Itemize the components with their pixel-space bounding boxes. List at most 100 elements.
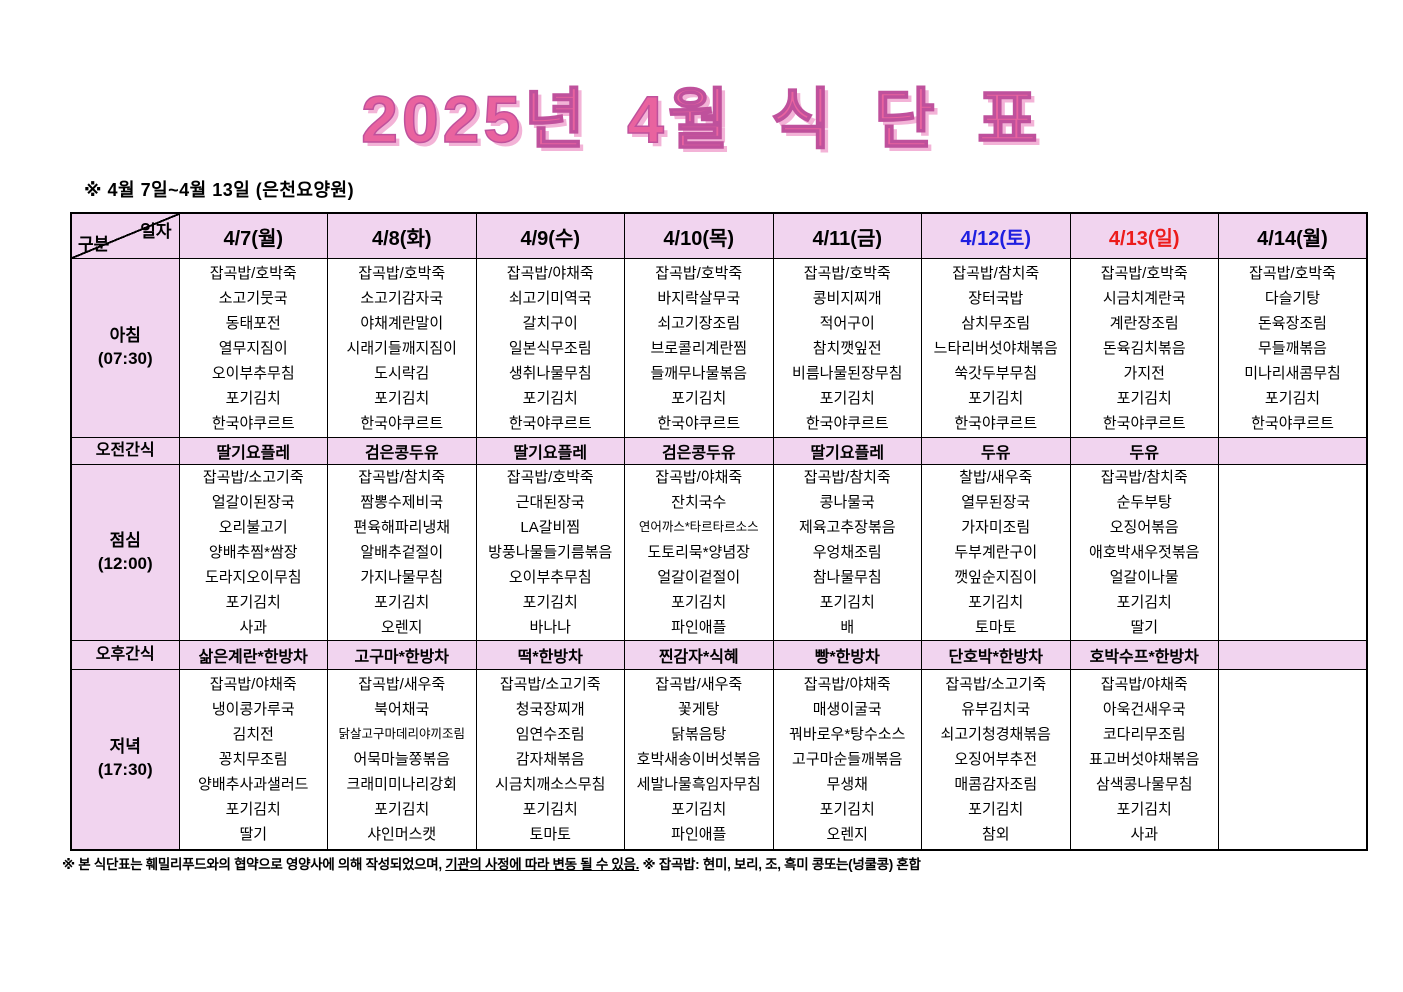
menu-item: 잡곡밥/새우죽	[358, 675, 446, 693]
menu-item: 잡곡밥/참치죽	[803, 469, 891, 486]
meal-cell-dinner-day6: 잡곡밥/소고기죽 유부김치국 쇠고기청경채볶음 오징어부추전 매콤감자조림 포기김치 참외	[921, 669, 1071, 850]
menu-item: 포기김치	[225, 800, 281, 818]
meal-cell-lunch-day4: 잡곡밥/야채죽 잔치국수 연어까스*타르타르소스 도토리묵*양념장 얼갈이겉절이 포기김치…	[624, 464, 774, 641]
meal-cell-lunch-day7: 잡곡밥/참치죽 순두부탕 오징어볶음 애호박새우젓볶음 얼갈이나물 포기김치 딸기	[1069, 464, 1219, 641]
menu-item: 참나물무침	[812, 569, 882, 586]
meal-cell-breakfast-day1: 잡곡밥/호박죽 소고기뭇국 동태포전 열무지짐이 오이부추무침 포기김치 한국야쿠르트	[178, 258, 328, 438]
meal-cell-dinner-day8	[1218, 669, 1368, 850]
menu-item: 청국장찌개	[515, 700, 585, 718]
row-label-lunch: 점심 (12:00)	[70, 464, 180, 641]
menu-item: 콩비지찌개	[812, 289, 882, 307]
meal-cell-lunch-day6: 찰밥/새우죽 열무된장국 가자미조림 두부계란구이 깻잎순지짐이 포기김치 토마토	[921, 464, 1071, 641]
footer-text-2: ※ 잡곡밥: 현미, 보리, 조, 흑미 콩또는(넝쿨콩) 혼합	[639, 857, 921, 872]
menu-item: 닭볶음탕	[671, 725, 727, 743]
menu-item: 갈치구이	[522, 314, 578, 332]
menu-item: 참외	[981, 825, 1010, 843]
menu-item: 시래기들깨지짐이	[346, 339, 457, 357]
menu-item: 포기김치	[968, 594, 1024, 611]
meal-cell-breakfast-day3: 잡곡밥/야채죽 쇠고기미역국 갈치구이 일본식무조림 생취나물무침 포기김치 한국야쿠르트	[475, 258, 625, 438]
menu-item: 한국야쿠르트	[1251, 414, 1334, 432]
menu-item: 잡곡밥/야채죽	[1100, 675, 1188, 693]
menu-item: 포기김치	[819, 594, 875, 611]
footer-text-underlined: 기관의 사정에 따라 변동 될 수 있음.	[445, 857, 640, 872]
menu-item: 잡곡밥/새우죽	[655, 675, 743, 693]
menu-item: 매콤감자조림	[954, 775, 1038, 793]
menu-item: 느타리버섯야채볶음	[933, 339, 1058, 357]
menu-item: 포기김치	[225, 594, 281, 611]
menu-item: 토마토	[975, 619, 1017, 636]
menu-item: 두부계란구이	[954, 544, 1038, 561]
menu-item: 잡곡밥/야채죽	[209, 675, 297, 693]
menu-item: 동태포전	[225, 314, 281, 332]
meal-cell-lunch-day8	[1218, 464, 1368, 641]
menu-item: 딸기	[239, 825, 268, 843]
meal-cell-breakfast-day2: 잡곡밥/호박죽 소고기감자국 야채계란말이 시래기들깨지짐이 도시락김 포기김치 한국야쿠르…	[327, 258, 477, 438]
menu-item: 포기김치	[374, 389, 430, 407]
day-header-8: 4/14(월)	[1218, 212, 1368, 259]
menu-item: 시금치깨소스무침	[495, 775, 606, 793]
menu-item: 한국야쿠르트	[1102, 414, 1186, 432]
meal-cell-lunch-day1: 잡곡밥/소고기죽 얼갈이된장국 오리불고기 양배추찜*쌈장 도라지오이무침 포기김치 사과	[178, 464, 328, 641]
meal-cell-breakfast-day4: 잡곡밥/호박죽 바지락살무국 쇠고기장조림 브로콜리계란찜 들깨무나물볶음 포기김치 한국야…	[624, 258, 774, 438]
menu-item: 애호박새우젓볶음	[1089, 544, 1200, 561]
date-range-subtitle: ※ 4월 7일~4월 13일 (은천요양원)	[84, 180, 355, 200]
menu-item: 세발나물흑임자무침	[636, 775, 761, 793]
menu-item: 잡곡밥/호박죽	[209, 264, 297, 282]
menu-item: 잡곡밥/참치죽	[952, 264, 1040, 282]
menu-item: 크래미미나리강회	[346, 775, 457, 793]
snack-cell-snack-pm-day1: 삶은계란*한방차	[178, 640, 328, 670]
meal-cell-dinner-day5: 잡곡밥/야채죽 매생이굴국 꿔바로우*탕수소스 고구마순들깨볶음 무생채 포기김치 오렌지	[772, 669, 922, 850]
menu-item: 양배추사과샐러드	[198, 775, 309, 793]
row-snack-am: 오전간식 딸기요플레 검은콩두유 딸기요플레 검은콩두유 딸기요플레 두유 두유	[70, 437, 1368, 465]
row-label-dinner: 저녁 (17:30)	[70, 669, 180, 850]
snack-cell-snack-pm-day7: 호박수프*한방차	[1069, 640, 1219, 670]
menu-item: 토마토	[529, 825, 571, 843]
meal-cell-breakfast-day6: 잡곡밥/참치죽 장터국밥 삼치무조림 느타리버섯야채볶음 쑥갓두부무침 포기김치 한국야쿠르…	[921, 258, 1071, 438]
menu-item: 쇠고기청경채볶음	[940, 725, 1051, 743]
menu-item: 미나리새콤무침	[1244, 364, 1341, 382]
menu-item: 한국야쿠르트	[360, 414, 444, 432]
menu-item: 바나나	[529, 619, 571, 636]
row-label-breakfast: 아침 (07:30)	[70, 258, 180, 438]
menu-item: 사과	[239, 619, 268, 636]
meal-cell-lunch-day2: 잡곡밥/참치죽 짬뽕수제비국 편육해파리냉채 알배추겉절이 가지나물무침 포기김치 오렌지	[327, 464, 477, 641]
menu-item: 포기김치	[522, 389, 578, 407]
menu-item: 고구마순들깨볶음	[792, 750, 903, 768]
menu-item: 짬뽕수제비국	[360, 494, 444, 511]
menu-item: 임연수조림	[515, 725, 585, 743]
menu-item: 잡곡밥/호박죽	[1100, 264, 1188, 282]
menu-item: 어묵마늘쫑볶음	[353, 750, 451, 768]
menu-item: 얼갈이된장국	[211, 494, 295, 511]
menu-item: 파인애플	[671, 619, 727, 636]
menu-item: 오이부추무침	[211, 364, 295, 382]
row-dinner: 저녁 (17:30) 잡곡밥/야채죽 냉이콩가루국 김치전 꽁치무조림 양배추사과샐러드 포기…	[70, 669, 1368, 850]
snack-cell-snack-am-day7: 두유	[1069, 437, 1219, 465]
menu-item: 삼색콩나물무침	[1095, 775, 1193, 793]
menu-item: 다슬기탕	[1264, 289, 1321, 307]
menu-item: 호박새송이버섯볶음	[636, 750, 761, 768]
meal-cell-breakfast-day8: 잡곡밥/호박죽 다슬기탕 돈육장조림 무들깨볶음 미나리새콤무침 포기김치 한국야쿠르트	[1218, 258, 1368, 438]
day-header-6: 4/12(토)	[921, 212, 1071, 259]
day-header-3: 4/9(수)	[475, 212, 625, 259]
menu-item: 한국야쿠르트	[657, 414, 741, 432]
meal-cell-breakfast-day7: 잡곡밥/호박죽 시금치계란국 계란장조림 돈육김치볶음 가지전 포기김치 한국야쿠르트	[1069, 258, 1219, 438]
menu-item: 소고기뭇국	[218, 289, 288, 307]
snack-cell-snack-am-day2: 검은콩두유	[327, 437, 477, 465]
menu-item: 포기김치	[968, 800, 1024, 818]
menu-item: 유부김치국	[961, 700, 1031, 718]
corner-label-category: 구분	[78, 235, 110, 254]
menu-item: 시금치계란국	[1102, 289, 1186, 307]
menu-item: 꿔바로우*탕수소스	[789, 725, 906, 743]
menu-item: 포기김치	[522, 800, 578, 818]
menu-item: 포기김치	[671, 594, 727, 611]
menu-item: 쇠고기미역국	[508, 289, 592, 307]
menu-item: 잡곡밥/야채죽	[803, 675, 891, 693]
menu-item: 사과	[1130, 825, 1159, 843]
menu-item: 쇠고기장조림	[657, 314, 741, 332]
menu-item: 들깨무나물볶음	[650, 364, 748, 382]
menu-item: 잡곡밥/소고기죽	[945, 675, 1047, 693]
meal-cell-lunch-day5: 잡곡밥/참치죽 콩나물국 제육고추장볶음 우엉채조림 참나물무침 포기김치 배	[772, 464, 922, 641]
menu-item: 잡곡밥/야채죽	[506, 264, 594, 282]
row-lunch: 점심 (12:00) 잡곡밥/소고기죽 얼갈이된장국 오리불고기 양배추찜*쌈장 도라지오이…	[70, 464, 1368, 641]
